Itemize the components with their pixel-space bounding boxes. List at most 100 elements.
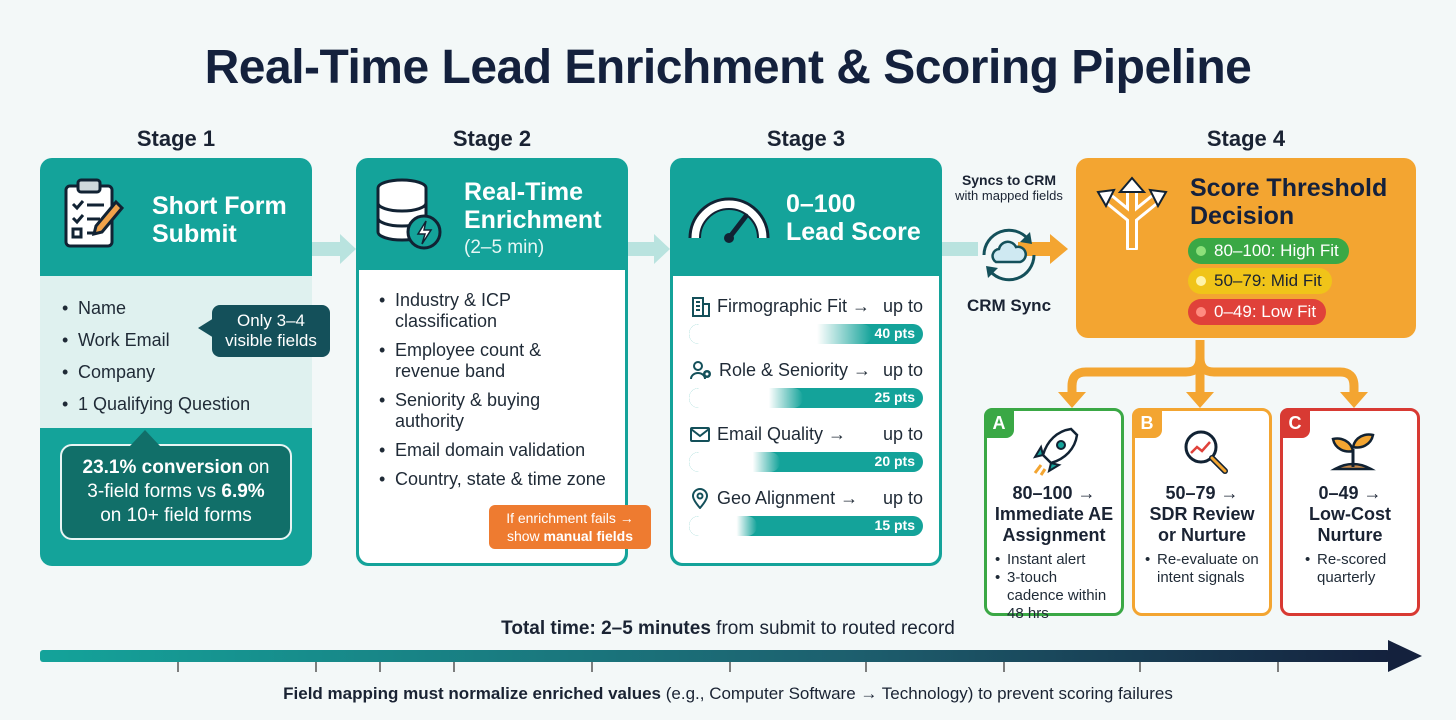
stage-4-title-line1: Score Threshold: [1190, 174, 1388, 202]
stat-highlight-2: 6.9%: [221, 481, 265, 502]
total-time-bold: Total time: 2–5 minutes: [501, 618, 711, 639]
total-time-rest: from submit to routed record: [710, 618, 955, 639]
stage-1-field-list: Name Work Email Company 1 Qualifying Que…: [62, 296, 250, 424]
stage-1-label: Stage 1: [136, 126, 216, 151]
outcome-letter: A: [984, 408, 1014, 438]
stage-1-title-line2: Submit: [152, 220, 237, 248]
stat-highlight-1: 23.1% conversion: [82, 457, 244, 478]
outcome-title-line2: SDR Review: [1149, 504, 1255, 524]
stage-3-header: 0–100 Lead Score: [670, 158, 942, 276]
metric-label: Firmographic Fit →: [717, 295, 871, 316]
metric-points: 15 pts: [874, 517, 915, 533]
user-gear-icon: [690, 361, 711, 380]
enrichment-list: Industry & ICP classification Employee c…: [379, 290, 609, 498]
outcome-title-line2: Low-Cost: [1309, 504, 1391, 524]
outcome-title-line1: 80–100 →: [1012, 483, 1096, 503]
stage-2-title-line2: Enrichment: [464, 206, 602, 234]
crm-note-line2: with mapped fields: [955, 188, 1063, 203]
pill-dot: [1196, 276, 1206, 286]
stage-2-label: Stage 2: [452, 126, 532, 151]
metric-role: Role & Seniority → up to 25 pts: [689, 358, 923, 408]
warning-prefix: show: [506, 528, 544, 544]
metric-bar: 25 pts: [689, 388, 923, 408]
cloud-sync-icon: [982, 228, 1036, 282]
outcome-letter: C: [1280, 408, 1310, 438]
list-item: 3-touch cadence within 48 hrs: [995, 569, 1115, 623]
stage-1-card: Short Form Submit Name Work Email Compan…: [40, 158, 312, 566]
outcome-title: 80–100 → Immediate AE Assignment: [987, 483, 1121, 546]
list-item: Name: [62, 296, 250, 320]
outcome-title-line1: 50–79 →: [1165, 483, 1239, 503]
stage-2-card: Real-Time Enrichment (2–5 min) Industry …: [356, 158, 628, 566]
stage-4-title-line2: Decision: [1190, 202, 1295, 230]
pill-label: 50–79: Mid Fit: [1214, 271, 1322, 290]
pill-high-fit: 80–100: High Fit: [1188, 238, 1349, 264]
gauge-icon: [688, 197, 770, 243]
warning-line-1: If enrichment fails →: [506, 510, 634, 526]
sprout-icon: [1330, 433, 1376, 471]
stat-text-2: 3-field forms vs: [87, 481, 222, 502]
fields-callout: Only 3–4 visible fields: [212, 305, 330, 357]
pill-label: 0–49: Low Fit: [1214, 302, 1317, 321]
stage-2-title: Real-Time Enrichment (2–5 min): [464, 178, 602, 262]
outcome-title-line3: Assignment: [1002, 525, 1106, 545]
magnifier-trend-icon: [1184, 430, 1228, 474]
list-item: Company: [62, 360, 250, 384]
metric-suffix: up to: [882, 423, 923, 444]
flow-arrow-2-3: [628, 234, 670, 264]
metric-bar-fill: [689, 452, 781, 472]
stage-2-subtitle: (2–5 min): [464, 237, 545, 258]
crm-note-line1: Syncs to CRM: [961, 172, 1057, 188]
outcome-letter: B: [1132, 408, 1162, 438]
metric-bar-fill: [689, 324, 872, 344]
outcome-title-line1: 0–49 →: [1318, 483, 1382, 503]
metric-points: 20 pts: [874, 453, 915, 469]
footer-bold: Field mapping must normalize enriched va…: [283, 684, 662, 703]
callout-pointer: [198, 318, 214, 338]
stage-3-body: Firmographic Fit → up to 40 pts Role & S…: [673, 276, 939, 563]
stage-4-title: Score Threshold Decision: [1190, 174, 1387, 230]
metric-bar: 15 pts: [689, 516, 923, 536]
crm-sync-label: CRM Sync: [966, 296, 1052, 315]
branch-arrows: [1058, 340, 1368, 408]
outcome-actions: Instant alert 3-touch cadence within 48 …: [995, 551, 1115, 623]
list-item: Industry & ICP classification: [379, 290, 609, 332]
metric-points: 40 pts: [874, 325, 915, 341]
list-item: Instant alert: [995, 551, 1115, 569]
enrichment-fallback-note: If enrichment fails → show manual fields: [489, 505, 651, 549]
outcome-title: 0–49 → Low-Cost Nurture: [1283, 483, 1417, 546]
list-item: Employee count & revenue band: [379, 340, 609, 382]
list-item: Country, state & time zone: [379, 469, 609, 490]
warning-bold: manual fields: [543, 528, 634, 544]
list-item: Re-evaluate on intent signals: [1145, 551, 1263, 587]
pill-label: 80–100: High Fit: [1214, 241, 1339, 260]
pill-dot: [1196, 246, 1206, 256]
stage-3-title-line1: 0–100: [786, 190, 856, 218]
metric-label: Email Quality →: [717, 423, 847, 444]
split-arrows-icon: [1096, 176, 1168, 250]
rocket-icon: [1032, 427, 1079, 476]
stat-text-1: on: [243, 457, 270, 478]
stage-4-label: Stage 4: [1206, 126, 1286, 151]
stage-3-card: 0–100 Lead Score Firmographic Fit → up t…: [670, 158, 942, 566]
metric-bar: 20 pts: [689, 452, 923, 472]
metric-suffix: up to: [882, 359, 923, 380]
outcome-actions: Re-evaluate on intent signals: [1145, 551, 1263, 587]
map-pin-icon: [691, 488, 709, 509]
metric-suffix: up to: [882, 487, 923, 508]
metric-label: Geo Alignment →: [717, 487, 859, 508]
stage-1-fields: Name Work Email Company 1 Qualifying Que…: [40, 276, 312, 428]
outcome-card-c: C 0–49 → Low-Cost Nurture Re-scored quar…: [1280, 408, 1420, 616]
metric-label: Role & Seniority →: [719, 359, 872, 380]
outcome-title: 50–79 → SDR Review or Nurture: [1135, 483, 1269, 546]
stage-2-title-line1: Real-Time: [464, 178, 584, 206]
stage-2-header: Real-Time Enrichment (2–5 min): [356, 158, 628, 270]
pill-mid-fit: 50–79: Mid Fit: [1188, 268, 1332, 294]
metric-suffix: up to: [882, 295, 923, 316]
metric-email: Email Quality → up to 20 pts: [689, 422, 923, 472]
stage-1-header: Short Form Submit: [40, 158, 312, 276]
footer-rest: (e.g., Computer Software → Technology) t…: [661, 684, 1173, 703]
outcome-card-b: B 50–79 → SDR Review or Nurture Re-evalu…: [1132, 408, 1272, 616]
building-icon: [692, 297, 710, 317]
flow-arrow-1-2: [312, 234, 356, 264]
